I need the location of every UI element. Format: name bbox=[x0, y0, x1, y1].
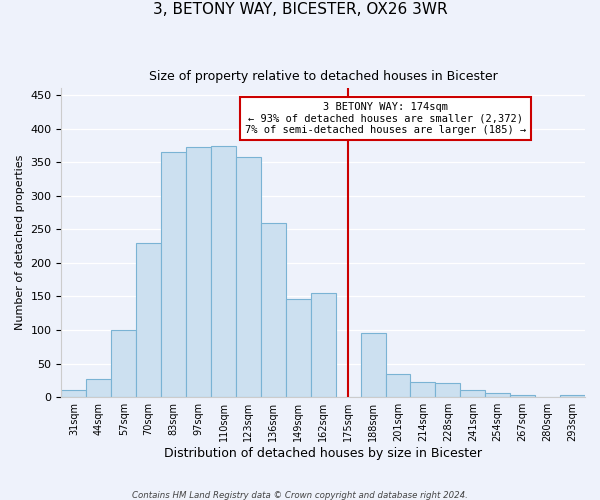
Bar bbox=[560, 395, 585, 397]
Bar bbox=[410, 382, 436, 397]
Bar bbox=[236, 157, 261, 397]
Bar bbox=[211, 146, 236, 397]
Bar bbox=[386, 374, 410, 397]
Bar bbox=[136, 243, 161, 397]
Bar bbox=[261, 222, 286, 397]
Bar bbox=[111, 330, 136, 397]
Bar bbox=[436, 383, 460, 397]
Text: 3 BETONY WAY: 174sqm
← 93% of detached houses are smaller (2,372)
7% of semi-det: 3 BETONY WAY: 174sqm ← 93% of detached h… bbox=[245, 102, 526, 135]
Bar bbox=[86, 379, 111, 397]
Title: Size of property relative to detached houses in Bicester: Size of property relative to detached ho… bbox=[149, 70, 497, 83]
Text: 3, BETONY WAY, BICESTER, OX26 3WR: 3, BETONY WAY, BICESTER, OX26 3WR bbox=[152, 2, 448, 18]
Bar bbox=[361, 334, 386, 397]
Bar bbox=[61, 390, 86, 397]
Text: Contains HM Land Registry data © Crown copyright and database right 2024.: Contains HM Land Registry data © Crown c… bbox=[132, 490, 468, 500]
X-axis label: Distribution of detached houses by size in Bicester: Distribution of detached houses by size … bbox=[164, 447, 482, 460]
Bar bbox=[460, 390, 485, 397]
Bar bbox=[510, 395, 535, 397]
Bar bbox=[161, 152, 186, 397]
Y-axis label: Number of detached properties: Number of detached properties bbox=[15, 155, 25, 330]
Bar bbox=[485, 393, 510, 397]
Bar bbox=[286, 298, 311, 397]
Bar bbox=[535, 396, 560, 397]
Bar bbox=[186, 148, 211, 397]
Bar bbox=[311, 293, 335, 397]
